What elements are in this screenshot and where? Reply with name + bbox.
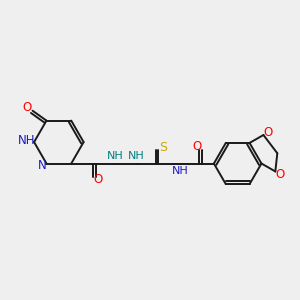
Text: O: O bbox=[276, 168, 285, 181]
Text: O: O bbox=[264, 125, 273, 139]
Text: NH: NH bbox=[172, 167, 189, 176]
Text: O: O bbox=[22, 101, 31, 114]
Text: O: O bbox=[192, 140, 202, 153]
Text: N: N bbox=[38, 159, 47, 172]
Text: O: O bbox=[93, 173, 103, 186]
Text: S: S bbox=[159, 141, 167, 154]
Text: NH: NH bbox=[128, 151, 145, 160]
Text: NH: NH bbox=[106, 151, 123, 160]
Text: NH: NH bbox=[17, 134, 35, 147]
